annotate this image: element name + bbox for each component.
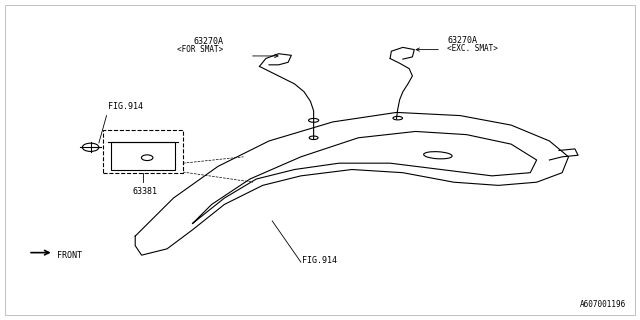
Text: FIG.914: FIG.914 [108,102,143,111]
Text: FIG.914: FIG.914 [302,256,337,265]
Text: 63270A: 63270A [193,37,223,46]
Text: A607001196: A607001196 [580,300,626,309]
Text: <EXC. SMAT>: <EXC. SMAT> [447,44,499,53]
Text: FRONT: FRONT [58,251,83,260]
Text: 63381: 63381 [132,187,157,196]
Text: 63270A: 63270A [447,36,477,45]
Text: <FOR SMAT>: <FOR SMAT> [177,45,223,54]
